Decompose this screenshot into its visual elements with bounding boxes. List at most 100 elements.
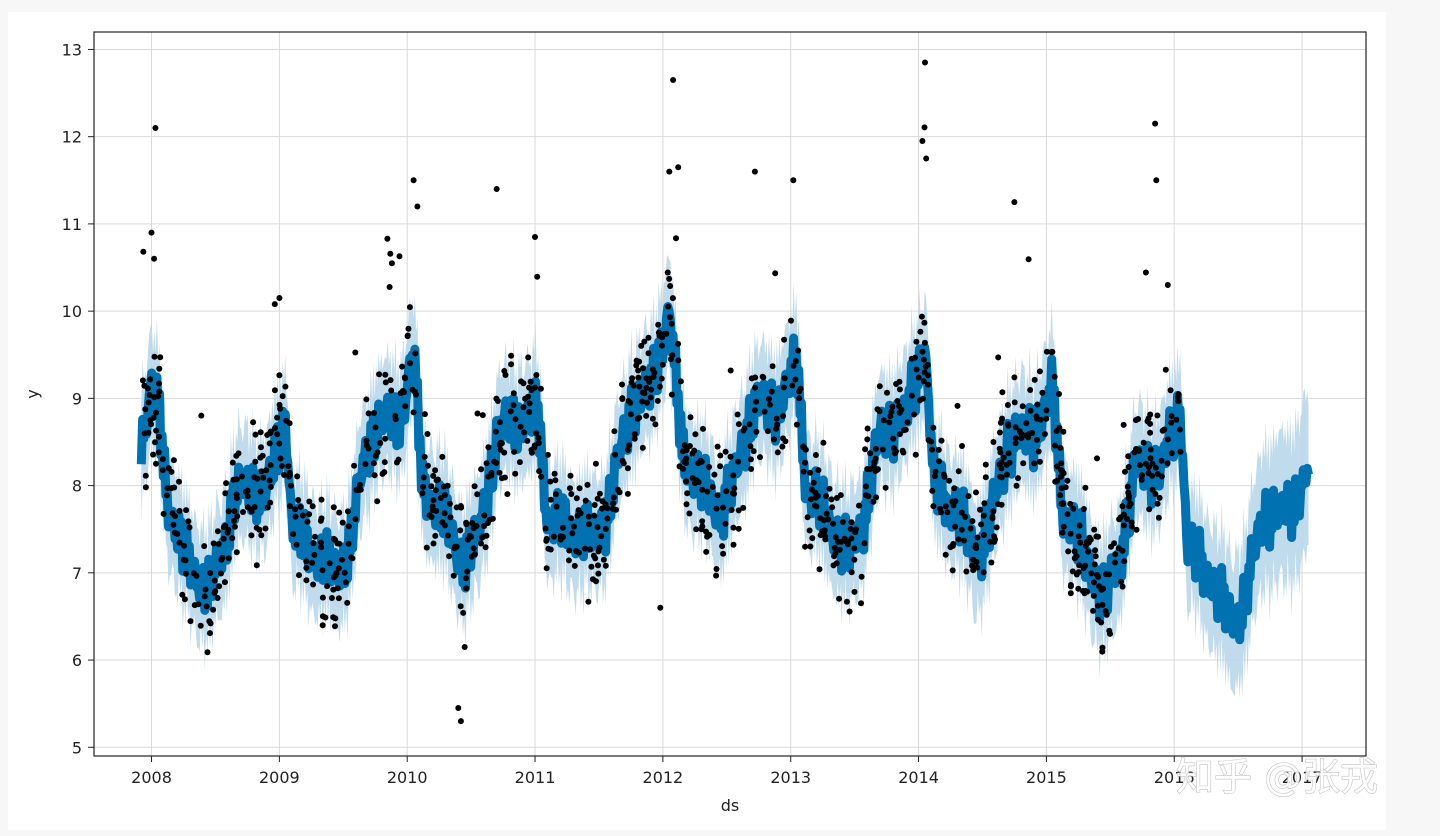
observed-point [812, 489, 819, 496]
observed-point [248, 532, 255, 539]
observed-point [266, 477, 273, 484]
observed-point [1034, 401, 1041, 408]
observed-point [1085, 548, 1092, 555]
observed-point [645, 350, 652, 357]
observed-point [251, 504, 258, 510]
observed-point [598, 533, 605, 540]
observed-point [836, 546, 843, 553]
observed-point [516, 459, 523, 466]
y-axis-label: y [23, 389, 42, 398]
observed-point [518, 378, 525, 385]
observed-point [231, 508, 238, 515]
observed-point [753, 398, 760, 405]
observed-point [432, 532, 439, 539]
observed-point [848, 569, 855, 576]
observed-point [683, 447, 690, 454]
observed-point [636, 383, 643, 390]
observed-point [352, 516, 359, 523]
observed-point [1161, 426, 1168, 433]
observed-point [686, 443, 693, 449]
observed-point [312, 533, 318, 540]
observed-point [717, 452, 724, 459]
observed-point [344, 508, 351, 515]
forecast-chart: 2008 2009 2010 2011 2012 2013 2014 2015 2016 2017… [23, 31, 1379, 815]
observed-point [698, 526, 705, 533]
observed-point [989, 515, 996, 522]
observed-point [471, 551, 478, 558]
observed-point [526, 400, 533, 407]
observed-point [874, 466, 881, 473]
observed-point [376, 371, 383, 378]
observed-point [807, 496, 814, 503]
observed-point [156, 365, 163, 372]
observed-point [521, 429, 528, 436]
observed-point [1147, 446, 1154, 453]
y-tick-label: 7 [72, 564, 82, 583]
observed-point [253, 524, 260, 531]
observed-point [793, 421, 800, 428]
observed-point [625, 398, 632, 404]
observed-point [441, 492, 448, 498]
observed-point [374, 498, 381, 505]
observed-point [550, 533, 557, 540]
observed-point [535, 435, 542, 441]
observed-point [442, 522, 448, 529]
observed-point [351, 462, 358, 469]
observed-point [430, 497, 437, 504]
observed-point [271, 387, 278, 394]
observed-point [382, 435, 389, 442]
observed-point [602, 562, 609, 569]
observed-point [1019, 403, 1026, 410]
observed-point [596, 490, 603, 497]
observed-point [426, 512, 433, 519]
observed-point [283, 417, 290, 424]
y-tick-label: 12 [62, 128, 82, 147]
observed-point [894, 398, 901, 404]
observed-point [1070, 505, 1077, 512]
observed-point [399, 388, 406, 394]
observed-point [730, 472, 737, 479]
observed-point [211, 589, 218, 596]
observed-point [610, 500, 617, 507]
observed-point [693, 477, 700, 484]
observed-point [274, 414, 281, 421]
observed-point [1073, 571, 1080, 578]
observed-point [602, 501, 609, 508]
observed-point [952, 523, 959, 530]
observed-point [1168, 450, 1175, 457]
observed-point [938, 437, 945, 444]
observed-point [463, 519, 470, 526]
observed-point [542, 525, 549, 532]
observed-point [221, 579, 228, 586]
observed-point [1125, 489, 1132, 496]
observed-point [1043, 407, 1050, 414]
plot-area-border [93, 31, 1367, 757]
observed-point [430, 540, 437, 547]
observed-point [1005, 450, 1012, 457]
observed-point [1124, 516, 1130, 522]
observed-point [832, 550, 839, 556]
observed-point [1043, 348, 1050, 355]
observed-point [643, 412, 650, 419]
observed-point [388, 260, 395, 267]
observed-point [463, 585, 470, 592]
observed-point [925, 437, 932, 443]
observed-point [681, 442, 688, 449]
observed-point [1112, 551, 1119, 558]
observed-point [332, 623, 338, 630]
observed-point [856, 502, 862, 509]
observed-point [1103, 571, 1109, 578]
observed-point [931, 473, 938, 480]
x-tick-label: 2013 [770, 768, 811, 787]
observed-point [1034, 415, 1040, 422]
observed-point [851, 556, 858, 563]
observed-point [829, 504, 836, 511]
observed-point [287, 503, 293, 510]
observed-point [336, 509, 343, 516]
observed-point [153, 427, 160, 434]
observed-point [1131, 449, 1138, 456]
observed-point [920, 378, 927, 385]
observed-point [274, 431, 281, 438]
observed-point [363, 437, 370, 444]
observed-point [626, 442, 633, 449]
